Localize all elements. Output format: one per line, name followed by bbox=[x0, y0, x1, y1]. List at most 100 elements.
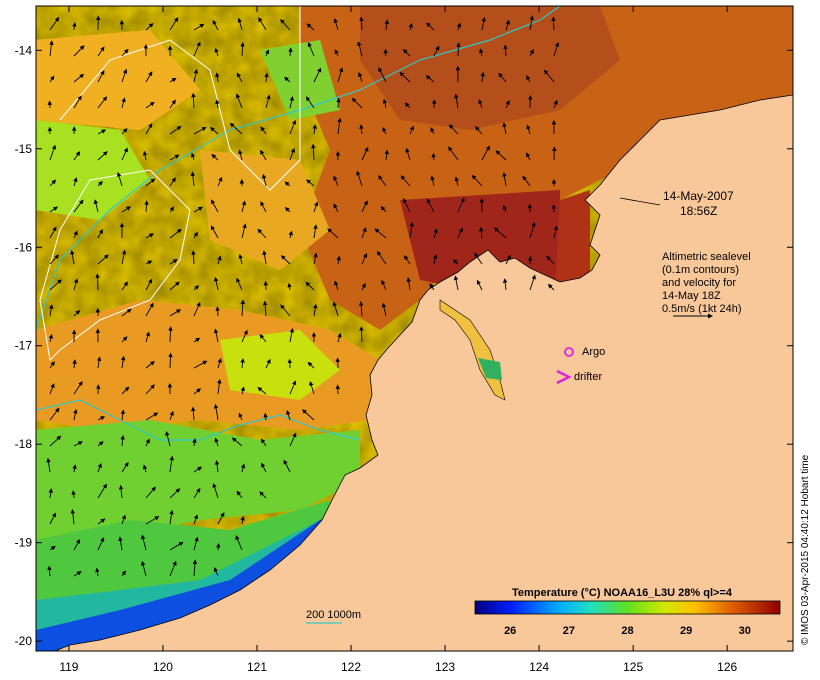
velocity-arrow bbox=[546, 255, 555, 265]
velocity-arrow bbox=[240, 463, 246, 473]
velocity-arrow bbox=[145, 233, 154, 239]
velocity-arrow bbox=[433, 45, 440, 57]
velocity-arrow bbox=[430, 175, 435, 187]
x-tick-label: 122 bbox=[341, 660, 361, 674]
velocity-arrow bbox=[431, 152, 436, 161]
velocity-arrow bbox=[46, 457, 51, 473]
date-line2: 18:56Z bbox=[680, 204, 717, 218]
velocity-arrow bbox=[476, 279, 483, 291]
velocity-arrow bbox=[306, 23, 315, 31]
velocity-arrow bbox=[192, 559, 198, 577]
velocity-arrow bbox=[309, 381, 315, 395]
velocity-arrow bbox=[191, 92, 196, 109]
velocity-arrow bbox=[49, 383, 55, 395]
velocity-arrow bbox=[70, 249, 75, 265]
velocity-arrow bbox=[190, 171, 196, 187]
velocity-arrow bbox=[336, 97, 341, 109]
y-tick-label: -17 bbox=[15, 339, 33, 353]
velocity-arrow bbox=[240, 41, 245, 57]
y-tick-label: -18 bbox=[15, 437, 33, 451]
velocity-arrow bbox=[97, 96, 108, 109]
velocity-arrow bbox=[529, 221, 536, 239]
velocity-arrow bbox=[502, 122, 507, 135]
velocity-arrow bbox=[95, 273, 100, 291]
velocity-arrow bbox=[260, 201, 267, 213]
velocity-arrow bbox=[478, 226, 484, 239]
velocity-arrow bbox=[97, 483, 107, 499]
velocity-arrow bbox=[402, 198, 411, 213]
velocity-arrow bbox=[169, 126, 182, 135]
velocity-arrow bbox=[498, 72, 507, 83]
velocity-arrow bbox=[236, 277, 243, 291]
velocity-arrow bbox=[306, 179, 315, 187]
velocity-arrow bbox=[547, 283, 555, 291]
velocity-arrow bbox=[121, 570, 127, 577]
velocity-arrow bbox=[312, 124, 318, 135]
velocity-arrow bbox=[288, 47, 293, 57]
velocity-arrow bbox=[73, 571, 82, 577]
colorbar: Temperature (°C) NOAA16_L3U 28% ql>=4 26… bbox=[474, 587, 781, 637]
velocity-arrow bbox=[374, 228, 387, 239]
velocity-arrow bbox=[289, 96, 294, 109]
velocity-arrow bbox=[120, 434, 125, 447]
velocity-arrow bbox=[529, 49, 534, 57]
velocity-arrow bbox=[97, 416, 106, 421]
velocity-arrow bbox=[283, 459, 291, 473]
velocity-arrow bbox=[289, 119, 297, 135]
velocity-arrow bbox=[402, 48, 411, 57]
velocity-arrow bbox=[313, 67, 322, 83]
velocity-arrow bbox=[409, 221, 415, 239]
velocity-arrow bbox=[289, 327, 295, 343]
velocity-arrow bbox=[361, 283, 366, 291]
velocity-arrow bbox=[404, 102, 411, 109]
velocity-arrow bbox=[284, 181, 291, 187]
x-tick-label: 125 bbox=[623, 660, 643, 674]
velocity-arrow bbox=[121, 68, 128, 83]
velocity-arrow bbox=[95, 567, 100, 577]
velocity-arrow bbox=[97, 463, 102, 473]
velocity-arrow bbox=[238, 253, 243, 265]
velocity-arrow bbox=[236, 490, 243, 499]
velocity-arrow bbox=[217, 176, 223, 187]
velocity-arrow bbox=[145, 278, 153, 291]
x-tick-label: 123 bbox=[435, 660, 455, 674]
altimetry-line-2: (0.1m contours) bbox=[662, 264, 739, 276]
velocity-arrow bbox=[448, 124, 459, 135]
velocity-arrow bbox=[121, 249, 127, 265]
velocity-arrow bbox=[383, 48, 388, 57]
velocity-arrow bbox=[73, 230, 78, 239]
velocity-arrow bbox=[258, 17, 267, 31]
velocity-arrow bbox=[280, 255, 291, 265]
velocity-arrow bbox=[399, 71, 411, 83]
velocity-arrow bbox=[217, 512, 225, 525]
drifter-label: drifter bbox=[574, 371, 602, 383]
velocity-arrow bbox=[145, 438, 150, 447]
velocity-arrow bbox=[526, 124, 531, 135]
velocity-arrow bbox=[406, 277, 411, 291]
velocity-arrow bbox=[337, 67, 344, 83]
velocity-arrow bbox=[145, 178, 156, 187]
velocity-arrow bbox=[430, 127, 435, 135]
velocity-arrow bbox=[359, 326, 364, 343]
velocity-arrow bbox=[526, 75, 531, 83]
velocity-arrow bbox=[333, 203, 339, 213]
x-tick-label: 124 bbox=[529, 660, 549, 674]
velocity-arrow bbox=[429, 283, 435, 291]
velocity-arrow bbox=[73, 45, 85, 57]
velocity-arrow bbox=[522, 175, 531, 187]
velocity-arrow bbox=[193, 23, 205, 31]
velocity-arrow bbox=[193, 41, 201, 57]
velocity-arrow bbox=[426, 198, 435, 213]
velocity-arrow bbox=[73, 381, 83, 395]
velocity-arrow bbox=[359, 16, 364, 31]
velocity-arrow bbox=[73, 409, 78, 421]
velocity-arrow bbox=[72, 359, 77, 369]
velocity-arrow bbox=[145, 123, 153, 135]
velocity-arrow bbox=[240, 386, 246, 395]
velocity-arrow bbox=[49, 279, 62, 291]
velocity-arrow bbox=[337, 332, 342, 343]
velocity-arrow bbox=[358, 72, 363, 83]
colorbar-tick-label: 26 bbox=[504, 625, 516, 637]
velocity-arrow bbox=[265, 49, 270, 57]
velocity-arrow bbox=[453, 275, 459, 291]
